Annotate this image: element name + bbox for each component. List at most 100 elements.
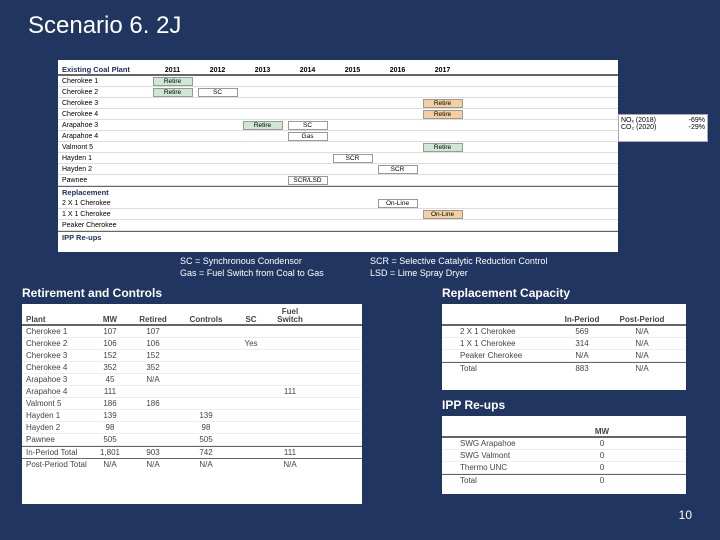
timeline-cell (375, 77, 420, 86)
timeline-cell: Retire (150, 88, 195, 97)
section-title-ipp: IPP Re-ups (442, 398, 505, 412)
cell: 152 (92, 351, 128, 360)
legend-sc: SC = Synchronous Condensor (180, 256, 370, 268)
timeline-row: Hayden 1SCR (58, 153, 618, 164)
timeline-cell (375, 110, 420, 119)
timeline-cell (195, 143, 240, 152)
cell: Total (442, 476, 572, 485)
table-row: Cherokee 2106106Yes (22, 338, 362, 350)
timeline-cell (240, 132, 285, 141)
co2-label: CO₂ (2020) (621, 124, 656, 131)
timeline-cell: On-Line (420, 210, 465, 219)
ipp-col-mw: MW (572, 427, 632, 436)
timeline-cell (420, 121, 465, 130)
timeline-cell (150, 210, 195, 219)
cell: 883 (552, 364, 612, 373)
timeline-pill: Retire (423, 99, 463, 108)
timeline-cell: Retire (420, 99, 465, 108)
timeline-row: Arapahoe 3 RetireSC (58, 120, 618, 131)
timeline-cell (420, 154, 465, 163)
cell: Cherokee 2 (22, 339, 92, 348)
cell: Valmont 5 (22, 399, 92, 408)
replacement-table: In-Period Post-Period 2 X 1 Cherokee569N… (442, 304, 686, 390)
timeline-cell: SC (285, 121, 330, 130)
timeline-cell: On-Line (375, 199, 420, 208)
cell: Peaker Cherokee (442, 351, 552, 360)
row-label: Cherokee 4 (58, 111, 150, 118)
table-total-row: Total883N/A (442, 362, 686, 374)
cell: SWG Valmont (442, 451, 572, 460)
cell: 505 (178, 435, 234, 444)
timeline-cell (420, 199, 465, 208)
row-label: Arapahoe 3 (58, 122, 150, 129)
cell: 107 (128, 327, 178, 336)
cell: 505 (92, 435, 128, 444)
cell: 1 X 1 Cherokee (442, 339, 552, 348)
timeline-cell (195, 121, 240, 130)
timeline-cell (330, 210, 375, 219)
timeline-cell: SCR (375, 165, 420, 174)
cell: 186 (128, 399, 178, 408)
table-row: Arapahoe 4111111 (22, 386, 362, 398)
timeline-cell (240, 199, 285, 208)
emissions-side-box: NOₓ (2018)-69% CO₂ (2020)-29% (618, 114, 708, 142)
timeline-cell (330, 132, 375, 141)
table-row: Valmont 5186186 (22, 398, 362, 410)
timeline-cell (150, 176, 195, 185)
cell: 903 (128, 448, 178, 457)
cell: 111 (268, 448, 312, 457)
timeline-cell: SC (195, 88, 240, 97)
cell: Arapahoe 4 (22, 387, 92, 396)
timeline-cell (240, 110, 285, 119)
timeline-cell (375, 176, 420, 185)
row-label: Cherokee 3 (58, 100, 150, 107)
row-label: Cherokee 1 (58, 78, 150, 85)
timeline-cell (150, 143, 195, 152)
timeline-cell (330, 77, 375, 86)
timeline-pill: On-Line (423, 210, 463, 219)
timeline-cell (195, 99, 240, 108)
table-row: SWG Arapahoe0 (442, 438, 686, 450)
cell: N/A (552, 351, 612, 360)
cell: 45 (92, 375, 128, 384)
cell: Yes (234, 339, 268, 348)
table-total-row: Post-Period TotalN/AN/AN/AN/A (22, 458, 362, 470)
timeline-cell (420, 221, 465, 230)
footer-code: 145E (294, 500, 381, 513)
col-controls: Controls (178, 315, 234, 324)
timeline-cell: Retire (420, 143, 465, 152)
cell: 352 (128, 363, 178, 372)
row-label: Hayden 2 (58, 166, 150, 173)
timeline-cell (150, 99, 195, 108)
cell: 0 (572, 439, 632, 448)
timeline-cell (195, 132, 240, 141)
timeline-chart: Existing Coal Plant 20112012201320142015… (58, 60, 618, 252)
timeline-cell (330, 165, 375, 174)
table-total-row: In-Period Total1,801903742111 (22, 446, 362, 458)
section-title-replacement: Replacement Capacity (442, 286, 570, 300)
table-total-row: Total0 (442, 474, 686, 486)
timeline-pill: Gas (288, 132, 328, 141)
timeline-cell (330, 176, 375, 185)
timeline-cell (330, 143, 375, 152)
co2-val: -29% (689, 124, 705, 131)
cell: 0 (572, 451, 632, 460)
cell: Hayden 2 (22, 423, 92, 432)
cell: N/A (268, 460, 312, 469)
timeline-cell (330, 88, 375, 97)
timeline-cell (375, 132, 420, 141)
cell: N/A (92, 460, 128, 469)
table-row: SWG Valmont0 (442, 450, 686, 462)
timeline-row: Peaker Cherokee (58, 220, 618, 231)
table-row: Arapahoe 345N/A (22, 374, 362, 386)
timeline-row: Valmont 5Retire (58, 142, 618, 153)
cell: 2 X 1 Cherokee (442, 327, 552, 336)
table-row: Cherokee 4352352 (22, 362, 362, 374)
cell: N/A (128, 375, 178, 384)
timeline-cell (150, 165, 195, 174)
timeline-pill: SCR/LSD (288, 176, 328, 185)
timeline-row: Cherokee 3 Retire (58, 98, 618, 109)
timeline-cell (285, 99, 330, 108)
timeline-pill: SCR (378, 165, 418, 174)
timeline-cell: Retire (240, 121, 285, 130)
